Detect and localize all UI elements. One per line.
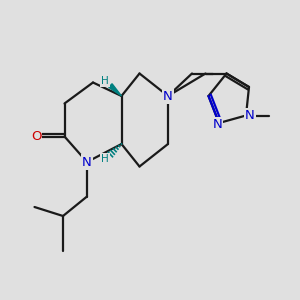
Polygon shape: [109, 84, 122, 96]
Text: H: H: [101, 154, 109, 164]
Text: N: N: [245, 109, 254, 122]
Text: N: N: [163, 89, 173, 103]
Text: H: H: [101, 76, 109, 86]
Text: N: N: [82, 155, 92, 169]
Text: N: N: [213, 118, 222, 131]
Text: O: O: [31, 130, 41, 143]
